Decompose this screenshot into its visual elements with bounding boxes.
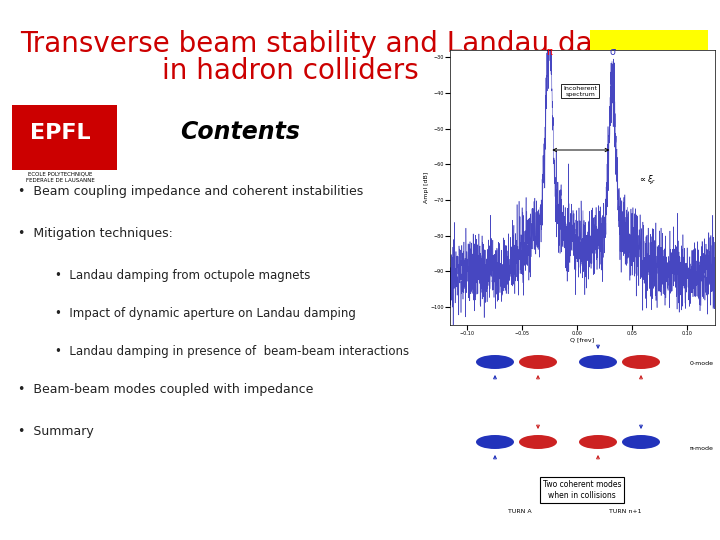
Ellipse shape (622, 435, 660, 449)
Text: •  Landau damping in presence of  beam-beam interactions: • Landau damping in presence of beam-bea… (55, 345, 409, 358)
Ellipse shape (579, 355, 617, 369)
Text: TURN n+1: TURN n+1 (608, 509, 642, 514)
Text: π: π (546, 47, 552, 57)
Text: •  Beam-beam modes coupled with impedance: • Beam-beam modes coupled with impedance (18, 383, 313, 396)
FancyBboxPatch shape (12, 105, 117, 170)
FancyBboxPatch shape (590, 30, 708, 92)
Text: TURN A: TURN A (508, 509, 532, 514)
Text: EPFL: EPFL (30, 123, 90, 143)
Text: $\propto\xi_r$: $\propto\xi_r$ (638, 173, 657, 186)
Ellipse shape (476, 435, 514, 449)
Text: 0-mode: 0-mode (690, 361, 714, 366)
Text: σ: σ (609, 47, 616, 57)
Ellipse shape (622, 355, 660, 369)
Text: •  Landau damping from octupole magnets: • Landau damping from octupole magnets (55, 269, 310, 282)
Text: C. Tambasco
(EPFL): C. Tambasco (EPFL) (600, 50, 697, 82)
Ellipse shape (519, 355, 557, 369)
Text: Incoherent
spectrum: Incoherent spectrum (563, 86, 598, 97)
Ellipse shape (476, 355, 514, 369)
Text: Contents: Contents (180, 120, 300, 144)
Text: Two coherent modes
when in collisions: Two coherent modes when in collisions (543, 480, 621, 500)
Ellipse shape (519, 435, 557, 449)
Text: •  Summary: • Summary (18, 425, 94, 438)
Text: Transverse beam stability and Landau damping: Transverse beam stability and Landau dam… (20, 30, 680, 58)
Text: •  Beam coupling impedance and coherent instabilities: • Beam coupling impedance and coherent i… (18, 185, 364, 198)
X-axis label: Q [frev]: Q [frev] (570, 338, 595, 343)
Ellipse shape (579, 435, 617, 449)
Text: •  Mitigation techniques:: • Mitigation techniques: (18, 227, 173, 240)
Text: CERN: CERN (516, 125, 544, 135)
Text: in hadron colliders: in hadron colliders (161, 57, 418, 85)
Text: •  Impact of dynamic aperture on Landau damping: • Impact of dynamic aperture on Landau d… (55, 307, 356, 320)
Text: π-mode: π-mode (690, 446, 714, 451)
Text: ECOLE POLYTECHNIQUE
FEDERALE DE LAUSANNE: ECOLE POLYTECHNIQUE FEDERALE DE LAUSANNE (26, 172, 94, 183)
Y-axis label: Ampl [dB]: Ampl [dB] (424, 172, 429, 203)
